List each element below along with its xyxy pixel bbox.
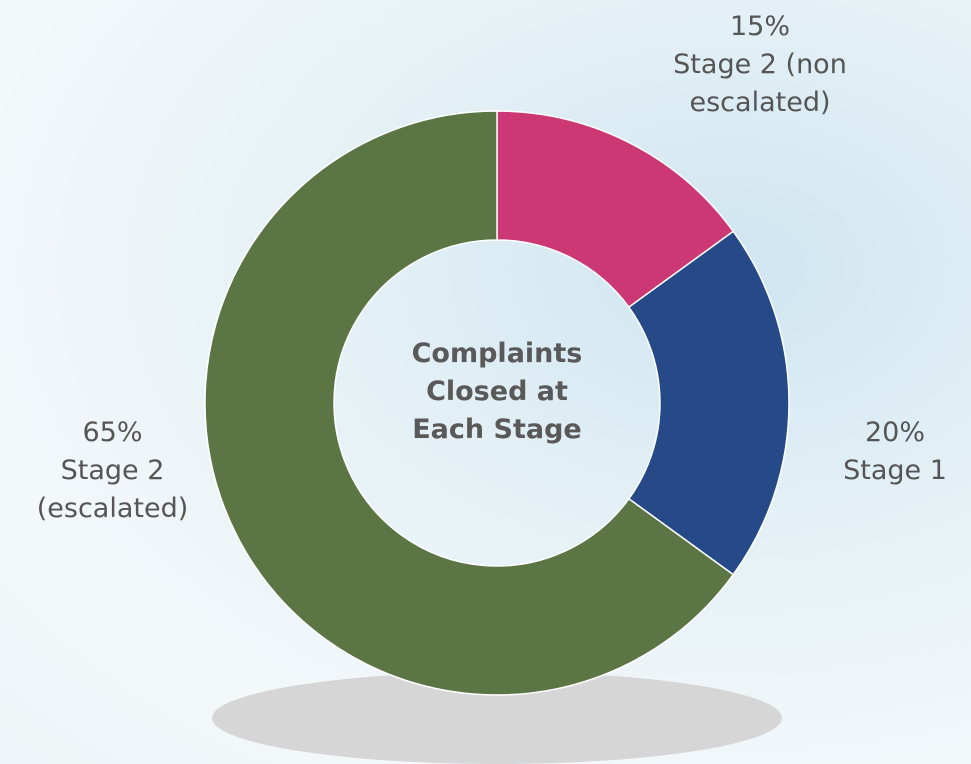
category-label: Stage 2 (escalated)	[36, 455, 189, 524]
value-label: 15%	[729, 11, 790, 42]
donut-slice	[627, 230, 790, 576]
value-label: 20%	[864, 417, 925, 448]
donut-slice	[204, 110, 735, 696]
category-label: Stage 2 (non escalated)	[673, 49, 847, 118]
slice-label: 15% Stage 2 (non escalated)	[630, 8, 890, 122]
value-label: 65%	[82, 417, 143, 448]
center-title: Complaints Closed at Each Stage	[411, 338, 583, 445]
slice-label: 20% Stage 1	[820, 414, 970, 490]
slice-label: 65% Stage 2 (escalated)	[20, 414, 205, 528]
category-label: Stage 1	[843, 455, 947, 486]
shadow	[212, 672, 782, 764]
donut-slice	[496, 110, 735, 309]
